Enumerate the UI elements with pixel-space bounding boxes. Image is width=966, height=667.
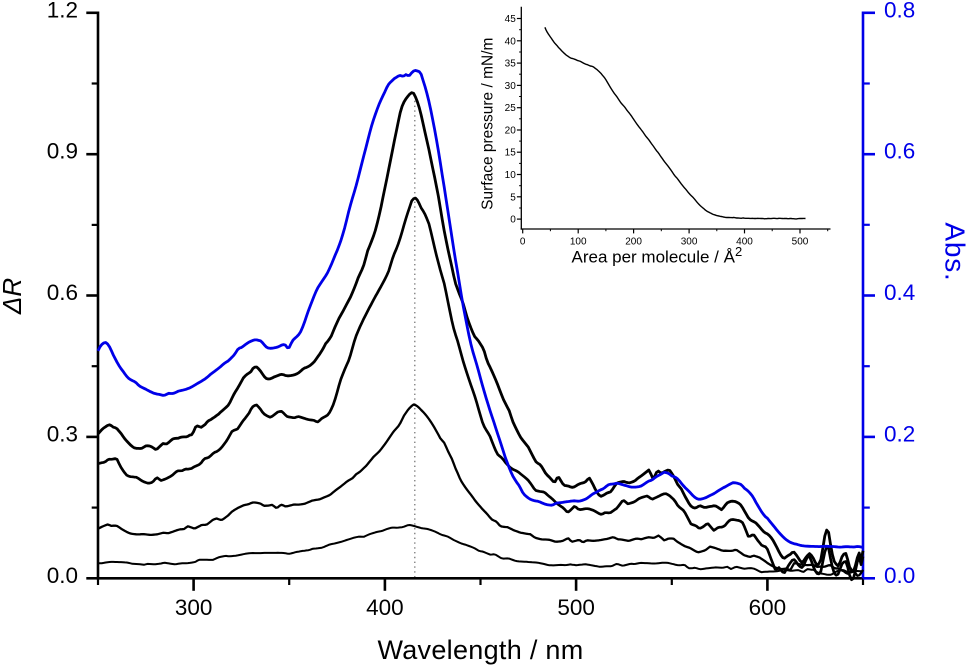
svg-text:0: 0 xyxy=(510,215,516,226)
svg-text:500: 500 xyxy=(792,236,809,247)
svg-text:0.0: 0.0 xyxy=(884,563,915,588)
svg-text:400: 400 xyxy=(366,595,404,620)
svg-text:45: 45 xyxy=(505,14,517,25)
svg-text:400: 400 xyxy=(736,236,753,247)
svg-text:0.6: 0.6 xyxy=(47,280,78,305)
svg-text:0: 0 xyxy=(520,236,526,247)
svg-text:0.8: 0.8 xyxy=(884,0,915,22)
svg-text:Wavelength / nm: Wavelength / nm xyxy=(377,635,583,665)
svg-text:10: 10 xyxy=(505,170,517,181)
svg-text:0.3: 0.3 xyxy=(47,421,78,446)
svg-text:40: 40 xyxy=(505,36,517,47)
svg-text:0.6: 0.6 xyxy=(884,139,915,164)
svg-text:ΔR: ΔR xyxy=(0,278,27,315)
svg-text:600: 600 xyxy=(749,595,787,620)
svg-text:0.2: 0.2 xyxy=(884,421,915,446)
svg-text:30: 30 xyxy=(505,81,517,92)
svg-text:100: 100 xyxy=(570,236,587,247)
svg-text:35: 35 xyxy=(505,59,517,70)
svg-text:20: 20 xyxy=(505,126,517,137)
svg-text:300: 300 xyxy=(175,595,213,620)
svg-text:Abs.: Abs. xyxy=(940,222,966,281)
svg-text:5: 5 xyxy=(510,192,516,203)
svg-text:200: 200 xyxy=(625,236,642,247)
svg-text:1.2: 1.2 xyxy=(47,0,78,22)
svg-text:0.4: 0.4 xyxy=(884,280,915,305)
svg-text:300: 300 xyxy=(681,236,698,247)
svg-text:0.9: 0.9 xyxy=(47,139,78,164)
svg-text:15: 15 xyxy=(505,148,517,159)
svg-text:0.0: 0.0 xyxy=(47,563,78,588)
svg-text:25: 25 xyxy=(505,103,517,114)
svg-text:Surface pressure / mN/m: Surface pressure / mN/m xyxy=(479,38,496,210)
svg-text:500: 500 xyxy=(557,595,595,620)
svg-text:Area per molecule / Å2: Area per molecule / Å2 xyxy=(572,244,743,267)
